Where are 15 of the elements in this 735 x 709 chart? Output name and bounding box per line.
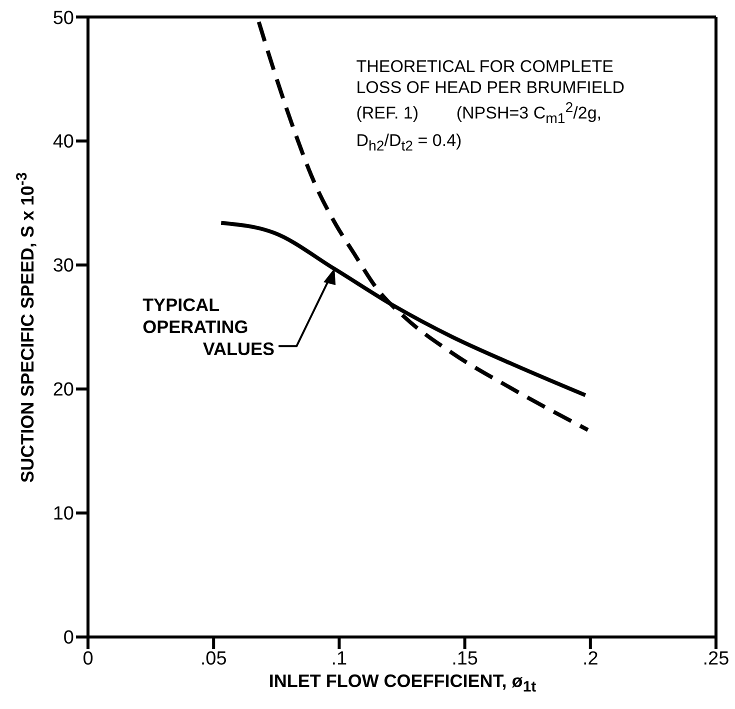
- x-tick-label: .2: [582, 648, 598, 670]
- y-tick-label: 0: [63, 628, 74, 649]
- y-tick-label: 50: [52, 8, 74, 29]
- y-tick-label: 10: [52, 504, 74, 525]
- text: THEORETICAL FOR COMPLETE LOSS OF HEAD PER BRUMFIELD (REF. 1) (NPSH=3 C$_{m1}$$^{2}$/2g, D$_{h2}$/D$_{t2}$ = 0.4): [356, 56, 624, 154]
- x-tick-label: .25: [702, 648, 730, 670]
- y-tick-label: 30: [52, 256, 74, 277]
- x-axis-title: INLET FLOW COEFFICIENT, ø$_{1t}$: [268, 671, 538, 696]
- x-tick-label: .15: [452, 648, 478, 670]
- x-tick-label: 0: [82, 648, 94, 670]
- x-tick-label: .05: [200, 648, 227, 670]
- annotation: TYPICAL OPERATING VALUES: [142, 294, 275, 360]
- y-tick-label: 20: [52, 380, 74, 401]
- y-tick-label: 40: [52, 132, 74, 153]
- x-tick-label: .1: [331, 648, 348, 670]
